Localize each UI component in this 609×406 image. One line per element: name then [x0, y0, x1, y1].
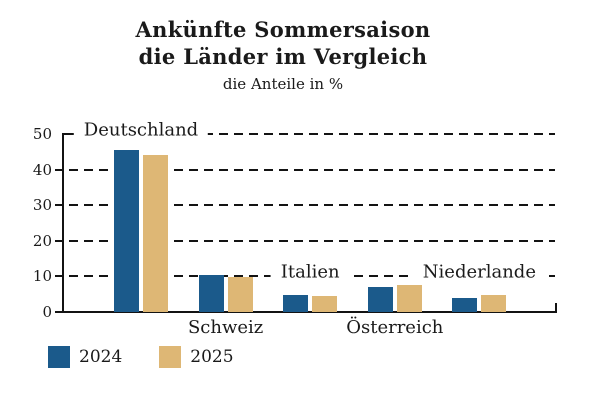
- bar-2025-niederlande: [481, 295, 506, 312]
- y-axis-label-10: 10: [32, 267, 52, 286]
- y-tick-20: [55, 239, 64, 242]
- chart-title-line1: Ankünfte Sommersaison: [135, 17, 431, 42]
- legend-item-2024: 2024: [48, 346, 122, 368]
- bar-2024-deutschland: [114, 150, 139, 312]
- x-axis-end-tick: [555, 303, 557, 311]
- legend-swatch-2024: [48, 346, 70, 368]
- bar-2024-italien: [283, 295, 308, 312]
- category-label-deutschland: Deutschland: [73, 119, 209, 141]
- category-label-schweiz: Schweiz: [187, 317, 264, 338]
- x-axis: [55, 311, 557, 313]
- bar-2025-schweiz: [228, 277, 253, 312]
- bar-2025-deutschland: [143, 155, 168, 312]
- y-axis: [62, 133, 64, 313]
- chart-title-line2: die Länder im Vergleich: [138, 44, 428, 69]
- y-axis-label-30: 30: [32, 196, 52, 215]
- legend-label-2025: 2025: [190, 347, 234, 367]
- gridline-50: [69, 133, 555, 135]
- category-label-niederlande: Niederlande: [412, 261, 546, 283]
- category-label-österreich: Österreich: [346, 317, 444, 338]
- y-axis-label-0: 0: [42, 303, 52, 321]
- bar-2024-österreich: [368, 287, 393, 312]
- legend: 2024 2025: [48, 346, 234, 368]
- gridline-30: [69, 204, 555, 207]
- gridline-40: [69, 168, 555, 171]
- legend-item-2025: 2025: [159, 346, 234, 368]
- gridline-20: [69, 239, 555, 242]
- y-tick-30: [55, 204, 64, 207]
- legend-swatch-2025: [159, 346, 182, 368]
- y-axis-label-20: 20: [32, 231, 52, 250]
- bar-2024-niederlande: [452, 298, 477, 312]
- y-axis-label-50: 50: [32, 125, 52, 143]
- chart-subtitle: die Anteile in %: [222, 75, 344, 93]
- y-tick-40: [55, 168, 64, 171]
- bar-2025-italien: [312, 296, 337, 312]
- category-label-italien: Italien: [270, 261, 350, 283]
- y-tick-10: [55, 275, 64, 278]
- legend-label-2024: 2024: [79, 347, 123, 367]
- y-axis-label-40: 40: [32, 160, 52, 179]
- chart-title-block: Ankünfte Sommersaison die Länder im Verg…: [0, 16, 566, 93]
- bar-2025-österreich: [397, 285, 422, 312]
- bar-2024-schweiz: [199, 275, 224, 312]
